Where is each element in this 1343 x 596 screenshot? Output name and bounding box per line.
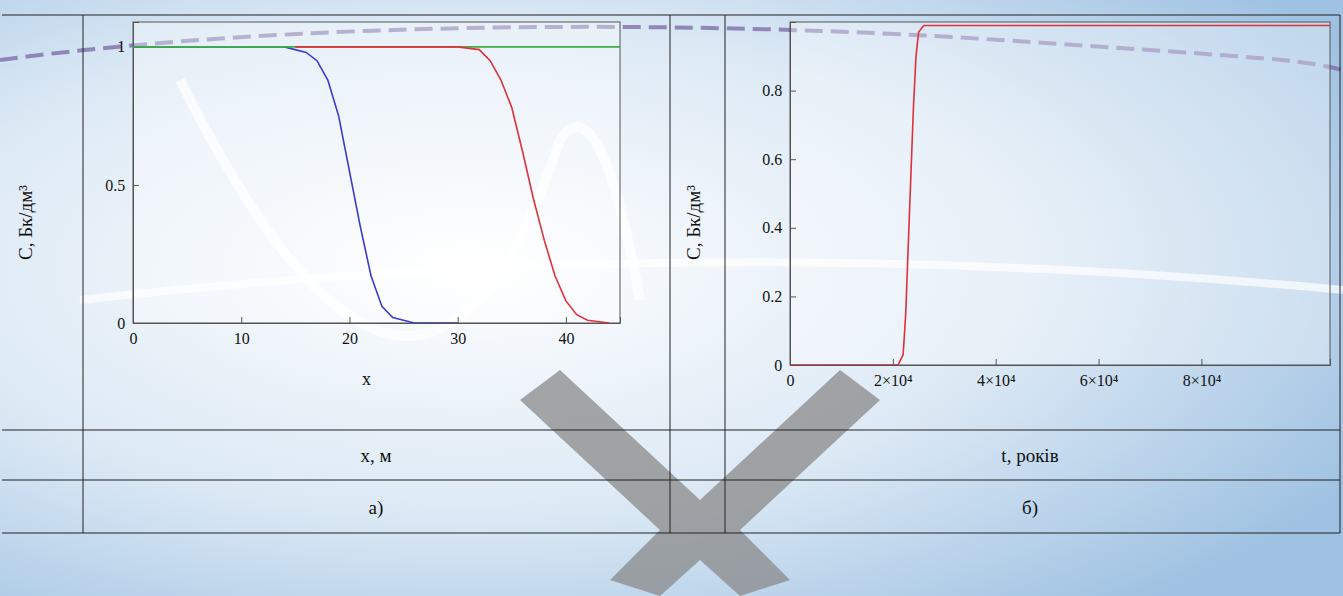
y-tick-mark [790, 296, 796, 297]
x-tick-mark [241, 317, 242, 323]
x-tick-label: 20 [342, 330, 358, 347]
panel-label: б) [1022, 497, 1038, 519]
x-axis-title: x, м [360, 445, 391, 466]
y-tick-mark [133, 185, 139, 186]
x-tick: 30 [450, 317, 466, 347]
table-line [725, 15, 726, 533]
table-line [1340, 15, 1341, 533]
x-tick-label: 2×10⁴ [874, 372, 913, 389]
plot-frame [790, 22, 1330, 365]
x-tick: 2×10⁴ [874, 359, 913, 389]
y-tick-label: 0.5 [105, 177, 125, 194]
table-line [2, 15, 1340, 16]
table-line [2, 533, 1340, 534]
plot-area [133, 22, 620, 323]
y-tick-mark [790, 91, 796, 92]
y-axis: 0 0.2 0.4 0.6 0.8 [762, 23, 796, 374]
table-line [670, 15, 671, 533]
y-tick: 0.6 [762, 151, 796, 168]
plot-area [790, 22, 1330, 365]
panel: 0 2×10⁴ 4×10⁴ 6×10⁴ 8×10⁴ 0 0.2 0.4 0.6 0.8 C, Бк/… [683, 22, 1331, 519]
y-tick-label: 0 [117, 315, 125, 332]
decoration [520, 370, 880, 596]
y-tick-label: 0.8 [762, 82, 782, 99]
y-axis-line [791, 23, 797, 366]
canvas: 01020304000.51xC, Бк/дм³x, ма)02×10⁴4×10… [0, 0, 1343, 596]
x-tick: 8×10⁴ [1183, 359, 1222, 389]
x-tick-mark [1201, 359, 1202, 365]
x-tick-mark [1099, 359, 1100, 365]
x-axis: 0 2×10⁴ 4×10⁴ 6×10⁴ 8×10⁴ [787, 359, 1331, 389]
x-tick-mark [458, 317, 459, 323]
x-tick-label: 6×10⁴ [1080, 372, 1119, 389]
x-tick: 4×10⁴ [977, 359, 1016, 389]
y-tick-label: 0 [774, 357, 782, 374]
x-tick-mark [566, 317, 567, 323]
series-line [790, 25, 1330, 365]
plot-frame [133, 22, 620, 323]
y-axis-line [134, 23, 140, 324]
series-line [295, 47, 609, 323]
x-axis-title: t, років [1001, 445, 1058, 466]
annotation: x [362, 369, 371, 389]
y-tick: 0.5 [105, 177, 139, 194]
x-tick: 10 [234, 317, 250, 347]
y-axis-title: C, Бк/дм³ [683, 185, 704, 260]
series-line [133, 47, 458, 323]
x-axis: 0 10 20 30 40 [130, 317, 621, 347]
x-tick: 20 [342, 317, 358, 347]
y-tick-mark [790, 228, 796, 229]
background [0, 0, 1343, 596]
y-tick-label: 0.6 [762, 151, 782, 168]
x-tick-mark [996, 359, 997, 365]
y-tick: 0.2 [762, 288, 796, 305]
y-tick-mark [790, 159, 796, 160]
marks [790, 25, 1330, 365]
x-tick: 40 [558, 317, 574, 347]
x-tick-mark [349, 317, 350, 323]
table-line [83, 15, 84, 533]
x-tick-label: 0 [787, 372, 795, 389]
x-tick: 6×10⁴ [1080, 359, 1119, 389]
y-tick-label: 0.4 [762, 219, 782, 236]
panel-label: а) [369, 497, 384, 519]
x-tick-label: 10 [234, 330, 250, 347]
x-tick-label: 4×10⁴ [977, 372, 1016, 389]
panel: 01020304000.51xC, Бк/дм³x, ма) [15, 22, 621, 519]
x-tick-label: 8×10⁴ [1183, 372, 1222, 389]
y-tick-label: 0.2 [762, 288, 782, 305]
y-axis-title: C, Бк/дм³ [15, 185, 36, 260]
y-axis: 00.51 [105, 23, 139, 332]
x-tick-label: 40 [558, 330, 574, 347]
y-tick-label: 1 [117, 38, 125, 55]
y-tick: 0.8 [762, 82, 796, 99]
y-tick: 0.4 [762, 219, 796, 236]
marks [133, 47, 620, 323]
x-tick-label: 30 [450, 330, 466, 347]
table-line [2, 430, 1340, 431]
x-tick-mark [893, 359, 894, 365]
x-tick-label: 0 [130, 330, 138, 347]
table-line [2, 480, 1340, 481]
